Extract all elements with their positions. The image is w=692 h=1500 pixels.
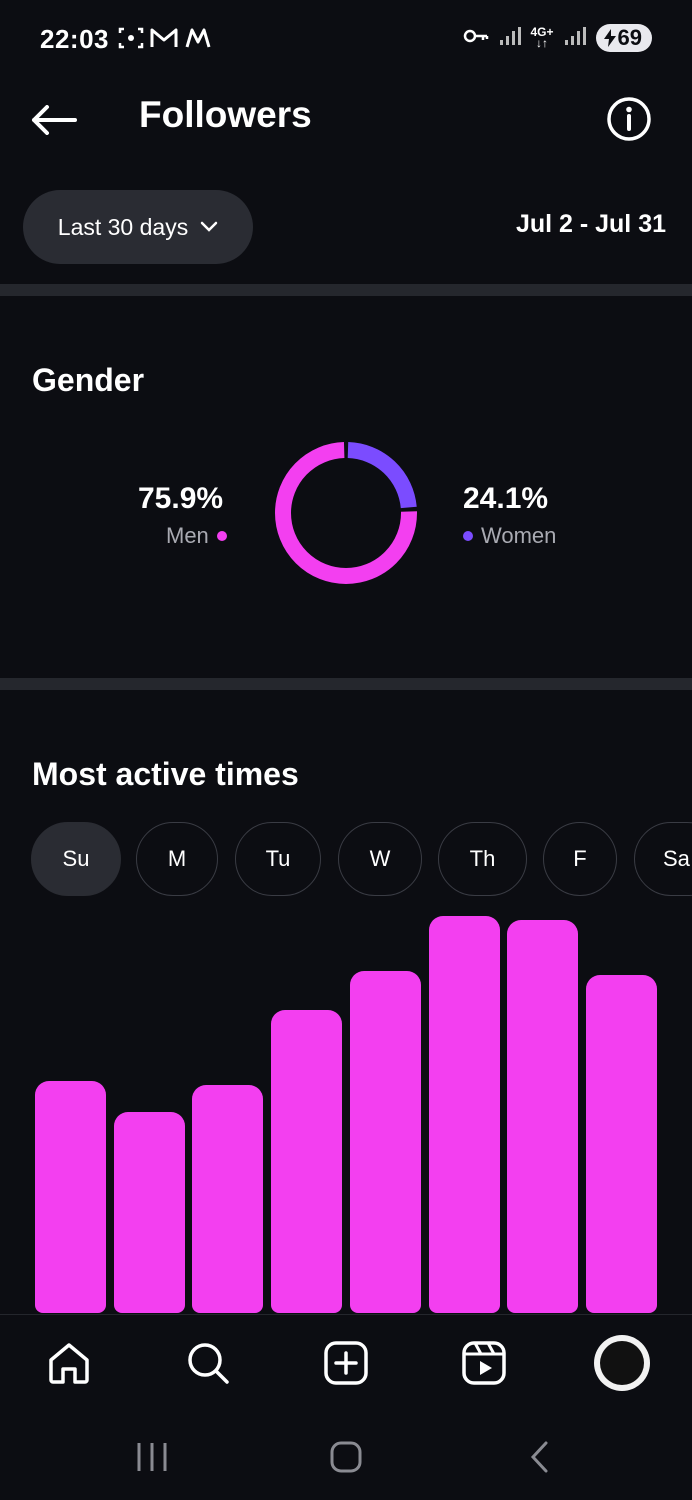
system-navigation bbox=[0, 1410, 692, 1500]
home-button-icon bbox=[330, 1441, 362, 1473]
chart-bar bbox=[192, 1084, 264, 1313]
day-label: Th bbox=[469, 846, 496, 871]
key-icon bbox=[463, 27, 489, 50]
day-label: F bbox=[573, 846, 587, 871]
status-icons-right: 4G+ ↓↑ 69 bbox=[463, 24, 652, 52]
chart-bar bbox=[349, 970, 421, 1313]
women-label: Women bbox=[463, 523, 556, 549]
date-range-text: Jul 2 - Jul 31 bbox=[515, 210, 666, 238]
signal-icon bbox=[499, 26, 521, 51]
recents-icon bbox=[137, 1443, 167, 1471]
search-icon bbox=[188, 1343, 229, 1384]
day-label: Su bbox=[62, 846, 90, 871]
profile-avatar[interactable] bbox=[594, 1335, 650, 1391]
status-time: 22:03 bbox=[40, 24, 109, 54]
chart-bar bbox=[585, 974, 657, 1313]
status-bar: 22:03 4G+ ↓↑ 69 bbox=[0, 0, 692, 80]
day-tabs: Su M Tu W Th F Sa bbox=[31, 822, 692, 898]
chart-bar bbox=[35, 1080, 106, 1313]
men-percentage: 75.9% bbox=[138, 482, 224, 515]
active-times-bar-chart bbox=[0, 900, 692, 1313]
day-tab-su[interactable]: Su bbox=[31, 822, 121, 896]
day-tab-sa[interactable]: Sa bbox=[634, 822, 692, 896]
day-tab-f[interactable]: F bbox=[543, 822, 617, 896]
system-back-button[interactable] bbox=[510, 1432, 570, 1482]
nav-search[interactable] bbox=[182, 1337, 234, 1389]
battery-level: 69 bbox=[617, 25, 642, 50]
chevron-down-icon bbox=[200, 221, 218, 232]
date-range-dropdown[interactable]: Last 30 days bbox=[23, 190, 253, 264]
4g-icon: 4G+ ↓↑ bbox=[530, 25, 554, 50]
network-label: 4G+ bbox=[530, 25, 554, 39]
page-title: Followers bbox=[139, 94, 312, 135]
chart-bar bbox=[428, 915, 500, 1313]
women-legend-dot bbox=[463, 531, 473, 541]
day-label: Sa bbox=[663, 846, 690, 871]
create-icon bbox=[324, 1341, 368, 1385]
men-legend-dot bbox=[216, 531, 227, 541]
screenshot-icon bbox=[118, 26, 144, 55]
day-tab-tu[interactable]: Tu bbox=[235, 822, 321, 896]
arrow-left-icon bbox=[32, 105, 77, 135]
charging-icon bbox=[603, 29, 616, 47]
day-tab-m[interactable]: M bbox=[136, 822, 218, 896]
recents-button[interactable] bbox=[122, 1432, 182, 1482]
men-label: Men bbox=[166, 523, 227, 549]
nav-home[interactable] bbox=[43, 1337, 95, 1389]
section-divider bbox=[0, 284, 692, 296]
day-tab-w[interactable]: W bbox=[338, 822, 422, 896]
home-button[interactable] bbox=[316, 1432, 376, 1482]
gender-title: Gender bbox=[32, 362, 145, 398]
status-icons-left bbox=[118, 26, 212, 55]
day-label: M bbox=[167, 846, 187, 871]
bottom-navigation bbox=[0, 1314, 692, 1411]
signal-icon bbox=[564, 26, 586, 51]
m-app-icon bbox=[184, 27, 212, 54]
women-label-text: Women bbox=[481, 523, 557, 548]
home-icon bbox=[49, 1343, 89, 1384]
day-label: W bbox=[369, 846, 391, 871]
reels-icon bbox=[462, 1341, 506, 1385]
nav-reels[interactable] bbox=[458, 1337, 510, 1389]
gmail-icon bbox=[150, 27, 178, 54]
nav-create[interactable] bbox=[320, 1337, 372, 1389]
back-icon bbox=[530, 1441, 548, 1473]
day-label: Tu bbox=[265, 846, 291, 871]
day-tab-th[interactable]: Th bbox=[438, 822, 527, 896]
chart-bar bbox=[271, 1010, 343, 1313]
date-range-label: Last 30 days bbox=[57, 213, 189, 240]
battery-indicator: 69 bbox=[595, 24, 652, 52]
back-button[interactable] bbox=[26, 96, 82, 144]
header: Followers bbox=[0, 80, 692, 160]
chart-bar bbox=[113, 1112, 185, 1313]
gender-donut-chart bbox=[275, 442, 417, 584]
most-active-times-title: Most active times bbox=[32, 756, 299, 792]
women-percentage: 24.1% bbox=[463, 482, 549, 515]
men-label-text: Men bbox=[166, 523, 209, 548]
section-divider bbox=[0, 678, 692, 690]
donut-men-segment bbox=[275, 442, 417, 584]
info-button[interactable] bbox=[606, 96, 654, 144]
chart-bar bbox=[507, 919, 579, 1313]
info-icon bbox=[607, 97, 651, 141]
avatar-image bbox=[600, 1341, 644, 1385]
